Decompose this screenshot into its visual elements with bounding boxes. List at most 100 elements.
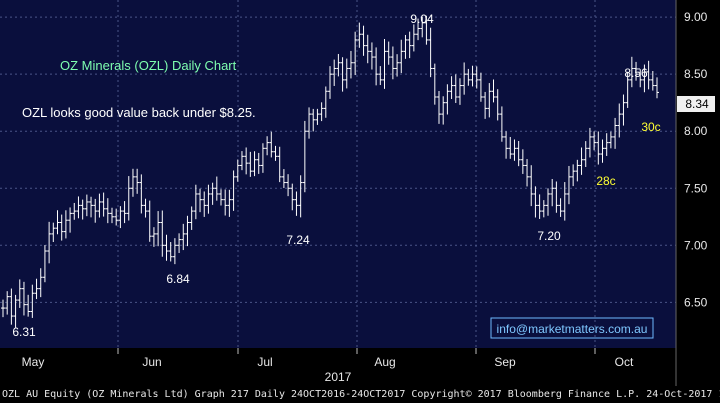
price-bar — [30, 284, 35, 318]
footer-bar: OZL AU Equity (OZ Minerals Ltd) Graph 21… — [2, 389, 720, 400]
price-bar — [495, 89, 500, 121]
price-bar — [365, 34, 370, 64]
price-bar — [571, 164, 576, 187]
price-bar — [189, 206, 194, 230]
price-bar — [504, 131, 509, 159]
price-bar — [68, 207, 73, 233]
y-axis: 6.50 7.00 7.50 8.00 8.50 9.00 — [675, 0, 708, 386]
last-price-marker — [677, 96, 715, 112]
price-bar — [441, 96, 446, 125]
price-bar — [655, 77, 659, 99]
price-bar — [38, 268, 43, 298]
price-bar — [592, 131, 597, 151]
price-bar — [80, 199, 85, 220]
price-bar — [537, 194, 542, 219]
y-tick-label: 8.00 — [684, 124, 708, 138]
price-bar — [566, 165, 571, 205]
price-bar — [315, 108, 320, 125]
y-tick-label: 7.50 — [684, 181, 708, 195]
price-bar — [206, 184, 211, 214]
price-bar — [625, 71, 630, 108]
price-bar — [550, 178, 555, 207]
price-bar — [84, 194, 89, 217]
price-bar — [307, 107, 312, 139]
price-bar — [21, 281, 26, 316]
price-bar — [185, 215, 190, 247]
price-bar — [437, 90, 441, 124]
price-bar — [554, 181, 559, 213]
price-bar — [93, 198, 98, 223]
price-bars — [1, 15, 659, 328]
price-bar — [420, 16, 425, 38]
price-bar — [382, 39, 387, 89]
price-bar — [290, 183, 295, 211]
price-bar — [223, 189, 228, 216]
price-bar — [302, 120, 307, 193]
price-bar — [42, 245, 47, 283]
price-bar — [529, 165, 534, 207]
price-bar — [110, 207, 114, 224]
price-bar — [34, 278, 39, 300]
price-bar — [319, 102, 324, 122]
x-tick-label: Jul — [257, 355, 272, 369]
price-bar — [168, 242, 173, 262]
price-bar — [231, 170, 236, 211]
price-bar — [193, 184, 198, 220]
price-bar — [390, 46, 395, 80]
price-bar — [533, 186, 538, 218]
price-bar — [546, 188, 550, 216]
price-bar — [239, 151, 244, 171]
price-bar — [357, 22, 362, 48]
price-bar — [210, 182, 215, 205]
price-bar — [181, 223, 186, 251]
price-chart: 6.50 7.00 7.50 8.00 8.50 9.00 May Jun Jul Aug Sep… — [0, 0, 715, 386]
price-bar — [453, 74, 458, 103]
price-bar — [323, 86, 328, 118]
price-bar — [126, 176, 131, 221]
price-bar — [135, 168, 140, 194]
price-annotation: 7.20 — [537, 229, 561, 243]
price-bar — [432, 63, 437, 105]
price-bar — [256, 152, 261, 174]
price-bar — [512, 139, 517, 161]
price-bar — [516, 141, 521, 167]
price-bar — [638, 69, 643, 88]
x-tick-label: May — [22, 355, 45, 369]
price-bar — [353, 31, 358, 76]
x-tick-label: Aug — [374, 355, 395, 369]
price-bar — [72, 202, 77, 220]
price-bar — [604, 133, 609, 156]
price-bar — [525, 159, 530, 187]
price-annotation: 28c — [596, 174, 615, 188]
email-link[interactable]: info@marketmatters.com.au — [497, 322, 648, 336]
price-bar — [277, 146, 282, 183]
price-bar — [491, 79, 496, 103]
price-bar — [348, 50, 353, 79]
price-bar — [269, 131, 274, 158]
price-bar — [214, 176, 219, 201]
price-bar — [286, 174, 291, 197]
price-bar — [587, 127, 592, 158]
price-bar — [378, 66, 383, 86]
price-bar — [265, 136, 270, 156]
price-bar — [273, 145, 278, 161]
price-bar — [219, 189, 223, 206]
price-bar — [483, 91, 488, 119]
price-bar — [462, 62, 467, 95]
price-bar — [202, 191, 207, 217]
price-bar — [160, 210, 165, 257]
price-bar — [344, 58, 349, 89]
price-bar — [311, 108, 316, 132]
price-bar — [474, 66, 479, 89]
price-bar — [151, 227, 156, 247]
price-bar — [411, 24, 416, 52]
x-tick-label: Jun — [142, 355, 161, 369]
y-tick-label: 6.50 — [684, 295, 708, 309]
price-bar — [596, 131, 601, 165]
price-bar — [374, 47, 379, 86]
price-bar — [227, 189, 232, 217]
y-tick-label: 8.50 — [684, 67, 708, 81]
price-bar — [403, 34, 408, 59]
price-bar — [457, 78, 462, 105]
